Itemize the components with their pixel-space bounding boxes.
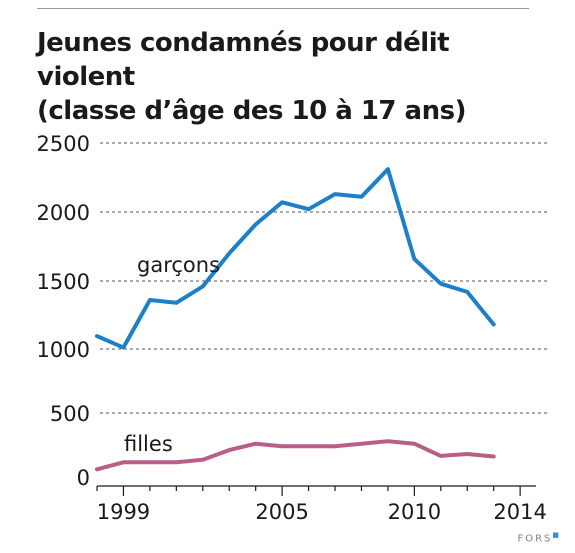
series-line-garcons bbox=[95, 167, 496, 350]
x-tick-label-2005: 2005 bbox=[255, 500, 308, 524]
y-tick-label-2000: 2000 bbox=[37, 201, 90, 225]
chart-title-line-1: Jeunes condamnés pour délit violent bbox=[37, 28, 450, 92]
y-tick-label-500: 500 bbox=[50, 402, 90, 426]
chart-title-line-2: (classe d’âge des 10 à 17 ans) bbox=[37, 96, 466, 126]
x-tick-label-2010: 2010 bbox=[388, 500, 441, 524]
source-text: FORS bbox=[517, 533, 553, 544]
y-tick-label-0: 0 bbox=[77, 466, 90, 490]
x-tick-label-1999: 1999 bbox=[97, 500, 150, 524]
source-label: FORS■ bbox=[517, 531, 561, 544]
source-mark-icon: ■ bbox=[552, 530, 561, 539]
y-tick-label-1000: 1000 bbox=[37, 338, 90, 362]
series-label-filles: filles bbox=[124, 432, 173, 456]
series-label-garcons: garçons bbox=[137, 253, 220, 277]
x-tick-label-2014: 2014 bbox=[493, 500, 546, 524]
top-rule bbox=[37, 8, 529, 9]
series-line-filles bbox=[95, 439, 496, 472]
y-tick-label-2500: 2500 bbox=[37, 132, 90, 156]
chart-title: Jeunes condamnés pour délit violent (cla… bbox=[37, 26, 547, 128]
y-tick-label-1500: 1500 bbox=[37, 270, 90, 294]
